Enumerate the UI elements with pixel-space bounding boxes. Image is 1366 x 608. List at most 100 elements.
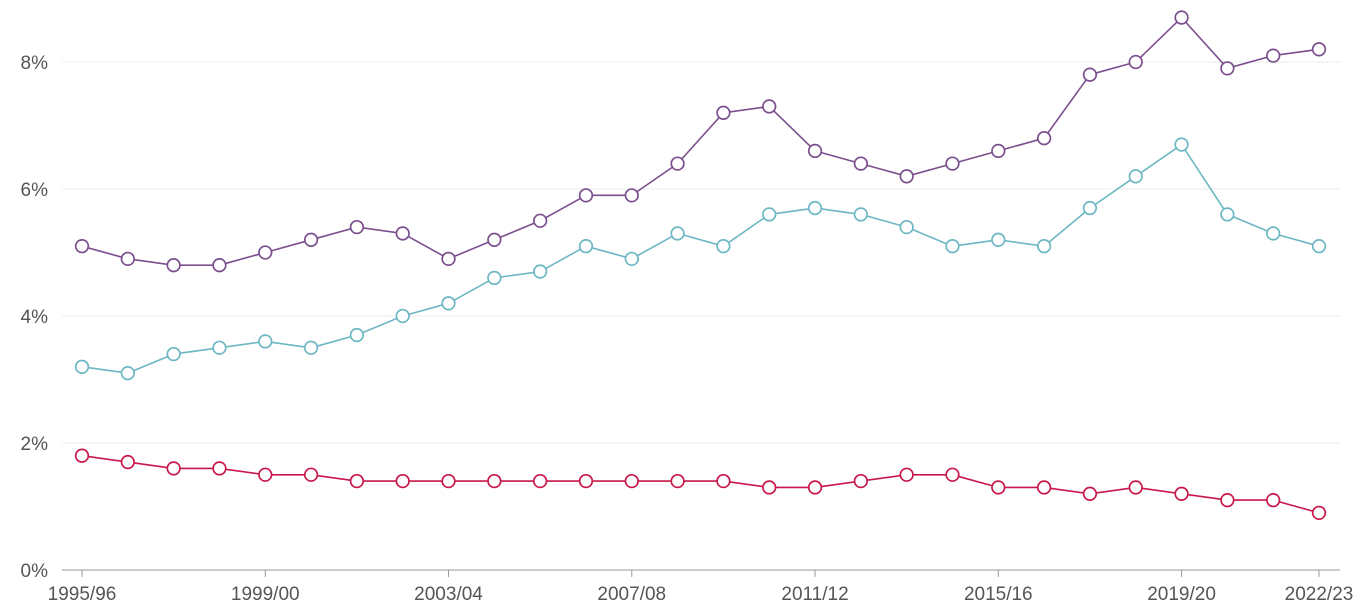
data-point[interactable] <box>1266 226 1281 241</box>
data-point[interactable] <box>349 219 365 235</box>
data-point[interactable] <box>578 188 594 203</box>
data-point[interactable] <box>624 473 639 489</box>
data-point[interactable] <box>258 467 273 482</box>
series-3 <box>74 448 1327 520</box>
data-point[interactable] <box>762 207 777 222</box>
grid-layer <box>62 61 1340 444</box>
data-point[interactable] <box>1036 480 1052 495</box>
series-layer <box>74 10 1327 520</box>
y-tick-label: 8% <box>21 53 49 74</box>
data-point[interactable] <box>212 461 227 476</box>
data-point[interactable] <box>349 473 365 489</box>
data-point[interactable] <box>1128 480 1143 495</box>
data-point[interactable] <box>395 226 410 241</box>
data-point[interactable] <box>395 473 410 489</box>
data-point[interactable] <box>1128 169 1143 184</box>
data-point[interactable] <box>853 207 869 222</box>
data-point[interactable] <box>74 238 90 254</box>
data-point[interactable] <box>945 467 960 482</box>
y-tick-label: 0% <box>21 561 49 582</box>
data-point[interactable] <box>1174 10 1189 25</box>
data-point[interactable] <box>716 105 731 120</box>
data-point[interactable] <box>762 480 777 495</box>
data-point[interactable] <box>258 334 273 349</box>
data-point[interactable] <box>1128 54 1143 70</box>
data-point[interactable] <box>166 346 181 362</box>
data-point[interactable] <box>349 327 365 343</box>
data-point[interactable] <box>395 308 410 324</box>
data-point[interactable] <box>899 169 914 184</box>
data-point[interactable] <box>441 251 456 267</box>
data-point[interactable] <box>441 473 456 489</box>
data-point[interactable] <box>1220 207 1235 222</box>
series-line <box>81 143 1320 374</box>
data-point[interactable] <box>487 232 502 247</box>
data-point[interactable] <box>578 473 594 489</box>
data-point[interactable] <box>1266 48 1281 63</box>
data-point[interactable] <box>716 473 731 489</box>
data-point[interactable] <box>1082 200 1098 216</box>
data-point[interactable] <box>1036 131 1052 146</box>
data-point[interactable] <box>120 454 135 470</box>
data-point[interactable] <box>670 473 685 489</box>
data-point[interactable] <box>532 264 548 279</box>
data-point[interactable] <box>74 359 90 374</box>
data-point[interactable] <box>303 340 319 355</box>
data-point[interactable] <box>716 238 731 254</box>
data-point[interactable] <box>1174 137 1189 152</box>
data-point[interactable] <box>899 467 914 482</box>
data-point[interactable] <box>258 245 273 260</box>
data-point[interactable] <box>807 143 823 159</box>
data-point[interactable] <box>991 232 1006 247</box>
data-point[interactable] <box>670 226 685 241</box>
data-point[interactable] <box>1311 238 1327 254</box>
data-point[interactable] <box>853 156 869 171</box>
data-point[interactable] <box>120 251 135 267</box>
x-tick-label: 2007/08 <box>597 584 666 605</box>
series-line <box>81 454 1320 514</box>
data-point[interactable] <box>487 270 502 286</box>
series-2 <box>74 137 1327 381</box>
data-point[interactable] <box>624 251 639 267</box>
data-point[interactable] <box>1220 61 1235 76</box>
data-point[interactable] <box>1082 486 1098 501</box>
data-point[interactable] <box>670 156 685 171</box>
data-point[interactable] <box>1311 505 1327 520</box>
data-point[interactable] <box>487 473 502 489</box>
x-tick-label: 2022/23 <box>1285 584 1354 605</box>
data-point[interactable] <box>762 99 777 114</box>
data-point[interactable] <box>441 296 456 311</box>
data-point[interactable] <box>991 143 1006 159</box>
data-point[interactable] <box>1266 493 1281 508</box>
data-point[interactable] <box>166 258 181 273</box>
data-point[interactable] <box>303 232 319 247</box>
data-point[interactable] <box>166 461 181 476</box>
data-point[interactable] <box>1174 486 1189 501</box>
data-point[interactable] <box>532 213 548 228</box>
data-point[interactable] <box>945 238 960 254</box>
data-point[interactable] <box>303 467 319 482</box>
data-point[interactable] <box>74 448 90 463</box>
data-point[interactable] <box>1220 493 1235 508</box>
data-point[interactable] <box>212 340 227 355</box>
x-tick-label: 1995/96 <box>48 584 117 605</box>
x-tick-label: 2019/20 <box>1147 584 1216 605</box>
data-point[interactable] <box>624 188 639 203</box>
data-point[interactable] <box>578 238 594 254</box>
series-line <box>81 16 1320 267</box>
data-point[interactable] <box>120 366 135 381</box>
data-point[interactable] <box>807 480 823 495</box>
data-point[interactable] <box>1036 238 1052 254</box>
data-point[interactable] <box>991 480 1006 495</box>
data-point[interactable] <box>1082 67 1098 82</box>
data-point[interactable] <box>945 156 960 171</box>
x-tick-label: 1999/00 <box>231 584 300 605</box>
series-1 <box>74 10 1327 273</box>
data-point[interactable] <box>853 473 869 489</box>
data-point[interactable] <box>899 219 914 235</box>
data-point[interactable] <box>807 200 823 216</box>
data-point[interactable] <box>212 258 227 273</box>
data-point[interactable] <box>1311 42 1327 57</box>
y-tick-label: 2% <box>21 434 49 455</box>
data-point[interactable] <box>532 473 548 489</box>
